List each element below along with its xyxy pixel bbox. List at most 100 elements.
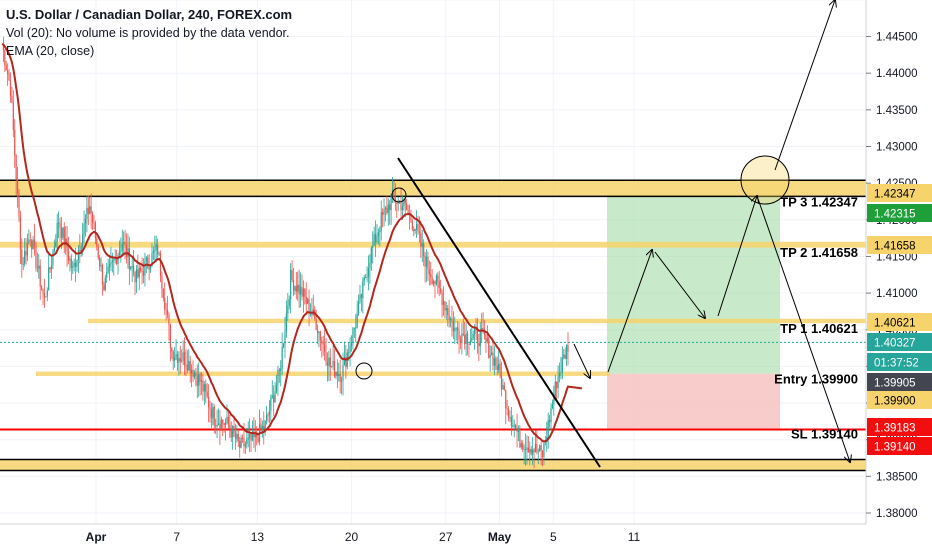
candle-body xyxy=(206,391,208,397)
candle-body xyxy=(505,390,507,409)
candle-body xyxy=(335,371,337,377)
candle-body xyxy=(547,419,549,437)
candle-body xyxy=(483,330,486,336)
candle-body xyxy=(423,243,425,256)
candle-body xyxy=(486,338,488,342)
candle-body xyxy=(110,262,112,265)
candle-body xyxy=(266,414,268,421)
candle-body xyxy=(338,373,340,377)
candle-body xyxy=(76,259,78,267)
candle-body xyxy=(431,277,433,284)
candle-body xyxy=(130,266,132,270)
candle-body xyxy=(478,343,480,347)
candle-body xyxy=(14,130,16,156)
symbol-title[interactable]: U.S. Dollar / Canadian Dollar, 240, FORE… xyxy=(6,7,293,22)
candle-body xyxy=(425,256,428,267)
candle-body xyxy=(188,361,190,371)
candle-body xyxy=(26,243,29,256)
candle-body xyxy=(554,381,556,397)
candle-body xyxy=(42,288,44,293)
candle-body xyxy=(217,423,220,425)
candle-body xyxy=(249,434,251,438)
candle-body xyxy=(73,262,75,267)
candle-body xyxy=(280,368,282,371)
candle-body xyxy=(466,333,469,344)
candle-body xyxy=(413,229,415,231)
candle-body xyxy=(164,297,166,310)
candle-body xyxy=(386,207,388,213)
candle-body xyxy=(141,270,143,272)
candle-body xyxy=(495,358,497,366)
candle-body xyxy=(345,357,347,367)
volume-indicator-label[interactable]: Vol (20): No volume is provided by the d… xyxy=(6,26,290,40)
candle-body xyxy=(93,222,95,224)
candle-body xyxy=(285,313,288,332)
candle-body xyxy=(251,431,254,441)
candle-body xyxy=(407,210,409,213)
candle-body xyxy=(41,286,43,289)
candle-body xyxy=(72,266,74,268)
projection-arrow xyxy=(756,195,850,462)
candle-body xyxy=(18,192,20,217)
chart-legend: U.S. Dollar / Canadian Dollar, 240, FORE… xyxy=(6,6,292,60)
candle-body xyxy=(254,431,256,438)
candle-body xyxy=(349,345,351,353)
candle-body xyxy=(513,425,515,427)
candle-body xyxy=(241,437,244,439)
candle-body xyxy=(15,155,17,180)
candle-body xyxy=(65,238,67,246)
candle-body xyxy=(468,343,470,345)
price-tick-label: 1.38500 xyxy=(876,471,918,483)
candle-body xyxy=(387,204,389,213)
candle-body xyxy=(333,360,336,377)
candle-body xyxy=(120,250,122,252)
entry-level-band xyxy=(36,371,610,376)
candle-body xyxy=(260,423,262,430)
price-tick-label: 1.41000 xyxy=(876,288,918,300)
candle-body xyxy=(365,277,367,279)
candle-body xyxy=(299,286,302,295)
candle-body xyxy=(530,449,532,455)
candle-body xyxy=(367,268,370,278)
price-badge-label: 1.42315 xyxy=(874,209,916,221)
candle-body xyxy=(56,222,58,243)
candle-body xyxy=(222,419,224,424)
candle-body xyxy=(147,257,149,268)
candle-body xyxy=(169,324,171,348)
candle-body xyxy=(237,434,239,442)
level-label-tp2: TP 2 1.41658 xyxy=(780,245,858,260)
candle-body xyxy=(207,396,210,408)
candle-body xyxy=(541,450,544,457)
candle-body xyxy=(264,420,266,429)
candle-body xyxy=(32,239,34,250)
projection-arrow xyxy=(607,250,652,373)
time-tick-label: 13 xyxy=(251,530,265,544)
price-badge xyxy=(867,333,932,351)
candle-body xyxy=(567,344,569,352)
candle-body xyxy=(451,318,453,322)
candle-body xyxy=(12,102,14,131)
candle-body xyxy=(394,196,396,203)
candle-body xyxy=(230,429,232,438)
ema-indicator-label[interactable]: EMA (20, close) xyxy=(6,44,95,58)
candle-body xyxy=(79,250,81,252)
candle-body xyxy=(45,296,47,298)
candle-body xyxy=(246,439,248,445)
candle-body xyxy=(290,270,292,300)
swing-low-marker xyxy=(355,362,373,380)
candle-body xyxy=(103,284,105,290)
candle-body xyxy=(212,407,214,419)
candle-body xyxy=(179,358,181,362)
candle-body xyxy=(162,288,164,298)
candle-body xyxy=(59,222,61,228)
candle-body xyxy=(515,425,517,429)
candle-body xyxy=(465,333,467,344)
candle-body xyxy=(94,223,96,239)
candle-body xyxy=(475,328,477,331)
candle-body xyxy=(189,361,191,374)
time-tick-label: 7 xyxy=(173,530,180,544)
candle-body xyxy=(372,245,374,248)
candle-body xyxy=(99,257,101,267)
candle-body xyxy=(35,245,37,268)
